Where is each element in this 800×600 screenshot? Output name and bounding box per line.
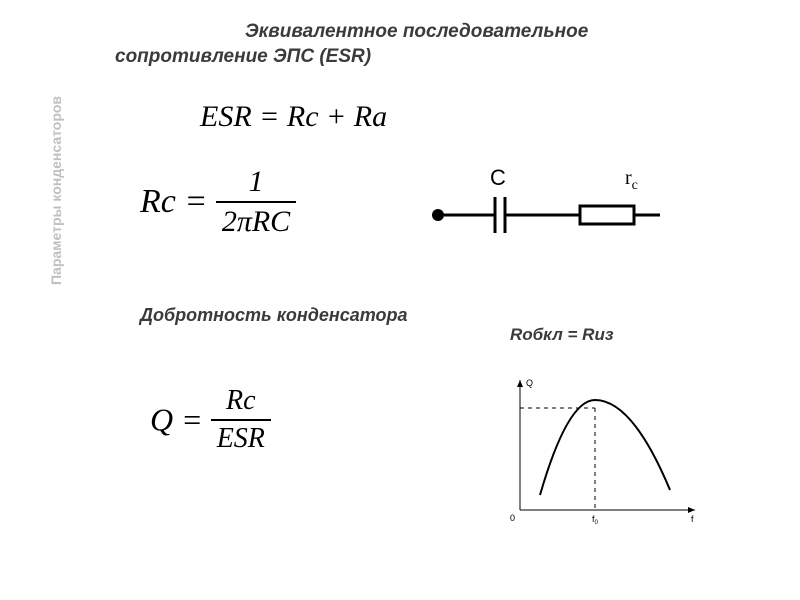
formula-rc: Rc = 1 2πRC (140, 165, 296, 239)
formula-q-left: Q = (150, 402, 211, 438)
q-graph: Q 0 f0 f (500, 370, 710, 540)
svg-text:Q: Q (526, 378, 533, 388)
label-robkl: Rобкл = Rиз (510, 325, 614, 345)
svg-text:f0: f0 (592, 514, 599, 526)
section-q-factor: Добротность конденсатора (140, 305, 408, 326)
formula-q-num: Rc (211, 385, 271, 421)
formula-rc-left: Rc = (140, 183, 216, 220)
svg-text:0: 0 (510, 513, 515, 523)
title-line1: Эквивалентное последовательное (245, 21, 588, 42)
circuit-diagram: C rc (430, 165, 670, 245)
circuit-label-rc: rc (625, 167, 638, 194)
page-title: Эквивалентное последовательное сопротивл… (115, 20, 695, 69)
svg-text:f: f (691, 514, 694, 524)
sidebar-label: Параметры конденсаторов (48, 96, 64, 285)
formula-q-fraction: Rc ESR (211, 385, 271, 455)
formula-rc-den: 2πRC (216, 203, 296, 239)
circuit-label-rc-sub: c (632, 178, 638, 193)
formula-esr: ESR = Rc + Ra (200, 100, 387, 134)
circuit-label-c: C (490, 165, 506, 191)
circuit-label-rc-main: r (625, 167, 632, 189)
formula-rc-num: 1 (216, 165, 296, 203)
formula-q: Q = Rc ESR (150, 385, 271, 455)
title-line2: сопротивление ЭПС (ESR) (115, 46, 371, 67)
formula-q-den: ESR (211, 421, 271, 455)
formula-rc-fraction: 1 2πRC (216, 165, 296, 239)
q-graph-svg: Q 0 f0 f (500, 370, 710, 540)
